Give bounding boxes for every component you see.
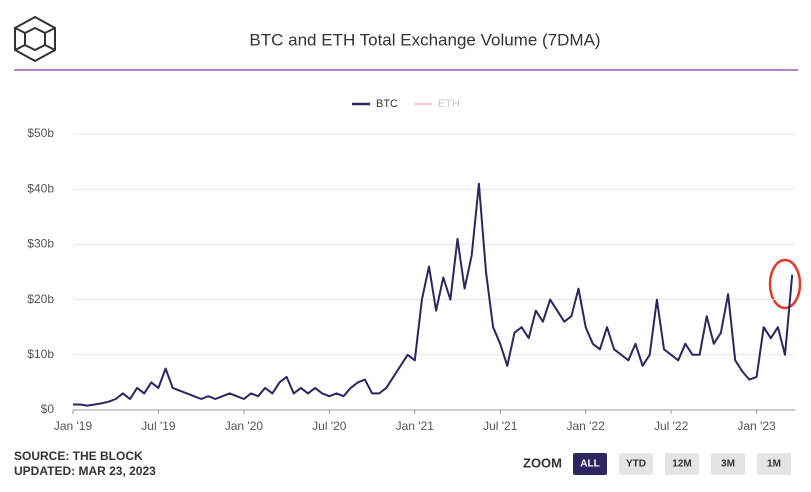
zoom-button[interactable] — [665, 453, 699, 475]
zoom-button-label[interactable]: ALL — [580, 459, 599, 470]
y-tick-label: $30b — [27, 237, 54, 251]
chart-title: BTC and ETH Total Exchange Volume (7DMA) — [249, 30, 600, 49]
x-tick-label: Jan '20 — [225, 419, 264, 433]
zoom-button-label[interactable]: 3M — [721, 459, 735, 470]
y-tick-label: $0 — [41, 402, 55, 416]
x-tick-label: Jan '22 — [566, 419, 605, 433]
y-tick-label: $10b — [27, 347, 54, 361]
logo — [14, 15, 56, 63]
series-line — [73, 182, 794, 407]
zoom-button[interactable] — [757, 453, 791, 475]
zoom-button-label[interactable]: YTD — [626, 459, 646, 470]
y-tick-label: $50b — [27, 126, 54, 140]
x-tick-label: Jul '20 — [312, 419, 347, 433]
x-tick-label: Jan '19 — [54, 419, 93, 433]
legend-label[interactable]: ETH — [438, 98, 460, 110]
zoom-button-label[interactable]: 12M — [672, 459, 691, 470]
zoom-button[interactable] — [619, 453, 653, 475]
legend-label[interactable]: BTC — [376, 98, 398, 110]
updated: UPDATED: MAR 23, 2023 — [14, 464, 156, 478]
zoom-label: ZOOM — [523, 455, 562, 470]
highlight-circle — [768, 258, 802, 310]
y-tick-label: $20b — [27, 292, 54, 306]
y-tick-label: $40b — [27, 181, 54, 195]
zoom-button[interactable] — [711, 453, 745, 475]
zoom-button[interactable] — [573, 453, 607, 475]
x-tick-label: Jul '21 — [483, 419, 518, 433]
x-tick-label: Jul '22 — [654, 419, 689, 433]
x-tick-label: Jul '19 — [141, 419, 176, 433]
zoom-button-label[interactable]: 1M — [767, 459, 781, 470]
x-tick-label: Jan '23 — [737, 419, 776, 433]
source: SOURCE: THE BLOCK — [14, 449, 143, 463]
x-tick-label: Jan '21 — [396, 419, 435, 433]
